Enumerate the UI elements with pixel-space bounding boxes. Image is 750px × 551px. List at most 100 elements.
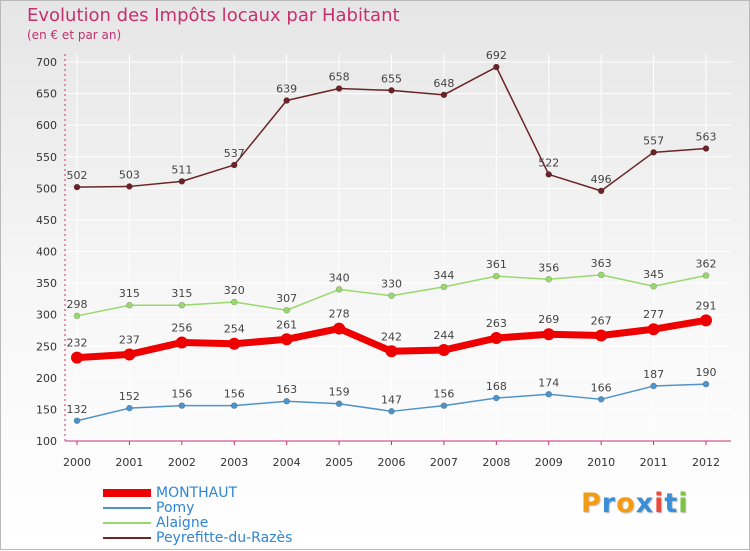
data-label-alaigne-2004: 307 <box>276 292 297 305</box>
legend-swatch-monthaut <box>103 489 151 497</box>
data-label-alaigne-2003: 320 <box>224 284 245 297</box>
data-label-alaigne-2012: 362 <box>696 258 717 271</box>
x-tick-label-2006: 2006 <box>378 456 406 469</box>
x-tick-label-2009: 2009 <box>535 456 563 469</box>
chart-title: Evolution des Impôts locaux par Habitant <box>27 5 400 26</box>
data-point-monthaut-2002 <box>175 336 188 349</box>
data-point-pomy-2006 <box>388 408 395 415</box>
data-point-alaigne-2008 <box>493 272 500 280</box>
y-tick-label-450: 450 <box>36 214 57 227</box>
data-point-peyrefitte-du-raz-s-2012 <box>702 145 710 152</box>
y-tick-label-300: 300 <box>36 309 57 322</box>
data-point-alaigne-2003 <box>230 298 238 306</box>
chart-subtitle: (en € et par an) <box>27 28 122 42</box>
data-point-pomy-2003 <box>230 402 238 409</box>
data-point-alaigne-2009 <box>545 275 553 283</box>
data-point-pomy-2012 <box>702 380 710 388</box>
logo-letter: i <box>678 488 689 519</box>
y-tick-label-600: 600 <box>36 119 57 132</box>
data-point-alaigne-2010 <box>597 271 605 279</box>
x-tick-label-2010: 2010 <box>587 456 615 469</box>
data-label-pomy-2003: 156 <box>224 388 245 401</box>
logo-letter: i <box>654 488 665 519</box>
data-point-alaigne-2000 <box>73 312 81 320</box>
data-point-peyrefitte-du-raz-s-2001 <box>126 183 133 190</box>
data-label-alaigne-2009: 356 <box>538 261 559 274</box>
y-tick-label-500: 500 <box>36 182 57 195</box>
legend-label-alaigne: Alaigne <box>156 515 209 531</box>
data-label-alaigne-2006: 330 <box>381 278 402 291</box>
x-tick-label-2000: 2000 <box>63 456 91 469</box>
data-label-peyrefitte-du-raz-s-2006: 655 <box>381 72 402 85</box>
legend-label-monthaut: MONTHAUT <box>156 485 238 501</box>
y-tick-label-700: 700 <box>36 56 57 69</box>
data-point-monthaut-2007 <box>437 344 450 357</box>
data-label-peyrefitte-du-raz-s-2012: 563 <box>696 131 717 144</box>
x-tick-label-2001: 2001 <box>115 456 143 469</box>
y-tick-label-150: 150 <box>36 403 57 416</box>
data-label-monthaut-2005: 278 <box>329 308 350 321</box>
data-point-pomy-2000 <box>73 417 81 425</box>
y-tick-label-350: 350 <box>36 277 57 290</box>
data-point-alaigne-2002 <box>178 301 186 309</box>
y-tick-label-650: 650 <box>36 88 57 101</box>
data-point-pomy-2007 <box>440 402 448 409</box>
data-point-pomy-2001 <box>126 404 133 412</box>
data-label-monthaut-2012: 291 <box>696 299 717 312</box>
data-point-pomy-2005 <box>335 400 343 408</box>
data-label-monthaut-2008: 263 <box>486 317 507 330</box>
x-tick-label-2007: 2007 <box>430 456 458 469</box>
data-label-monthaut-2011: 277 <box>643 308 664 321</box>
data-point-monthaut-2010 <box>595 329 608 342</box>
data-label-monthaut-2000: 232 <box>67 337 88 350</box>
data-point-pomy-2009 <box>545 390 553 398</box>
data-label-alaigne-2007: 344 <box>433 269 454 282</box>
data-point-peyrefitte-du-raz-s-2008 <box>493 63 500 71</box>
data-point-alaigne-2004 <box>283 306 290 314</box>
data-point-alaigne-2006 <box>388 292 395 300</box>
x-tick-label-2005: 2005 <box>325 456 353 469</box>
data-label-peyrefitte-du-raz-s-2008: 692 <box>486 49 507 62</box>
data-label-pomy-2000: 132 <box>67 403 88 416</box>
legend-swatch-peyrefitte <box>103 537 151 539</box>
y-tick-label-100: 100 <box>36 435 57 448</box>
data-point-alaigne-2011 <box>650 282 657 290</box>
data-point-alaigne-2012 <box>702 272 710 279</box>
data-label-pomy-2009: 174 <box>538 376 559 389</box>
y-tick-label-550: 550 <box>36 151 57 164</box>
data-label-pomy-2007: 156 <box>433 388 454 401</box>
data-label-pomy-2005: 159 <box>329 386 350 399</box>
data-label-peyrefitte-du-raz-s-2004: 639 <box>276 83 297 96</box>
data-point-monthaut-2004 <box>280 333 293 346</box>
data-label-peyrefitte-du-raz-s-2002: 511 <box>171 163 192 176</box>
data-point-pomy-2008 <box>493 394 500 402</box>
data-point-peyrefitte-du-raz-s-2000 <box>73 183 81 191</box>
data-point-monthaut-2000 <box>71 351 83 364</box>
y-tick-label-400: 400 <box>36 246 57 259</box>
data-label-pomy-2011: 187 <box>643 368 664 381</box>
data-point-pomy-2010 <box>597 396 605 403</box>
data-point-monthaut-2009 <box>542 328 555 341</box>
data-label-peyrefitte-du-raz-s-2005: 658 <box>329 71 350 84</box>
data-label-monthaut-2007: 244 <box>433 329 454 342</box>
data-point-peyrefitte-du-raz-s-2011 <box>650 149 657 156</box>
x-tick-label-2004: 2004 <box>273 456 301 469</box>
data-point-monthaut-2012 <box>700 314 712 327</box>
data-label-peyrefitte-du-raz-s-2011: 557 <box>643 134 664 147</box>
logo-letter: t <box>664 488 679 519</box>
data-point-pomy-2002 <box>178 402 186 409</box>
data-label-monthaut-2001: 237 <box>119 333 140 346</box>
data-label-pomy-2010: 166 <box>591 381 612 394</box>
data-label-monthaut-2004: 261 <box>276 318 297 331</box>
data-label-pomy-2006: 147 <box>381 393 402 406</box>
data-label-monthaut-2009: 269 <box>538 313 559 326</box>
x-tick-label-2002: 2002 <box>168 456 196 469</box>
data-label-peyrefitte-du-raz-s-2000: 502 <box>67 169 88 182</box>
x-tick-label-2012: 2012 <box>692 456 720 469</box>
logo-letter: x <box>635 488 655 519</box>
data-label-alaigne-2000: 298 <box>67 298 88 311</box>
data-label-alaigne-2011: 345 <box>643 268 664 281</box>
logo-letter: o <box>616 488 636 519</box>
data-point-monthaut-2011 <box>647 323 660 336</box>
data-point-monthaut-2001 <box>123 348 136 361</box>
